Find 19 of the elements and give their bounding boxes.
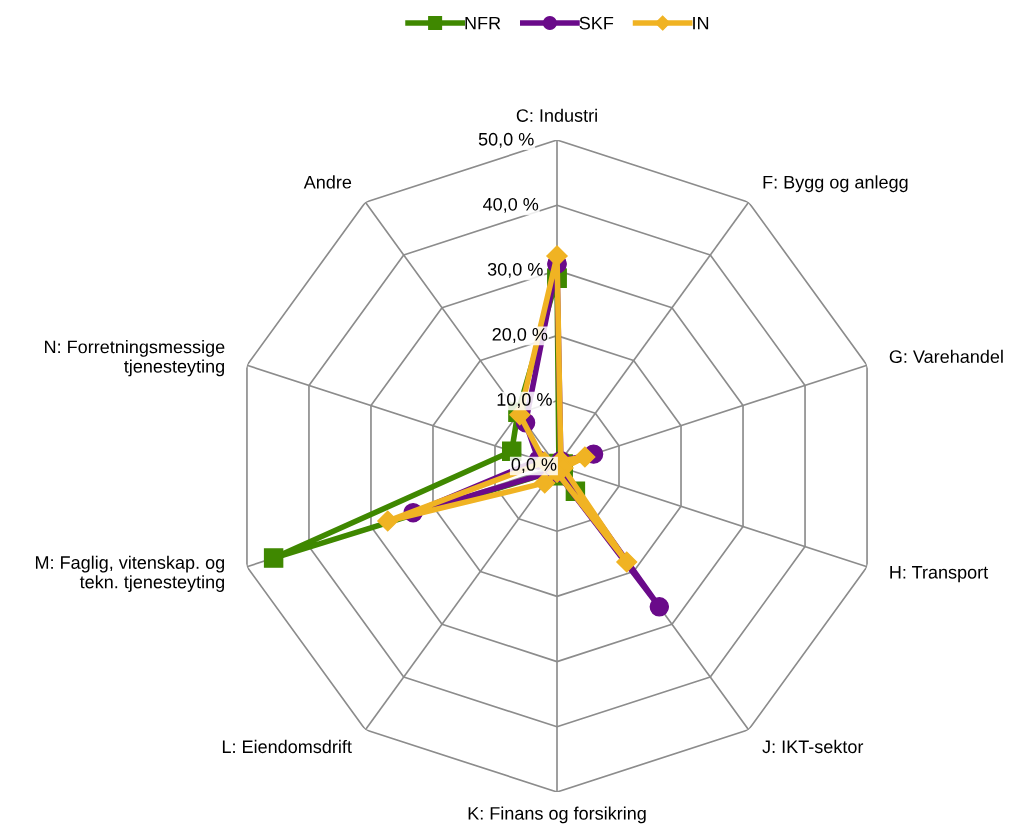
spoke-label: C: Industri	[516, 108, 597, 122]
y-tick-label: 40,0 %	[483, 197, 539, 213]
legend-label: SKF	[579, 16, 614, 30]
legend-label: IN	[693, 16, 709, 30]
y-tick-label: 30,0 %	[487, 262, 543, 278]
spoke-label: L: Eiendomsdrift	[222, 739, 352, 754]
spoke-label: F: Bygg og anlegg	[763, 175, 908, 193]
spoke-label: K: Finans og forsikring	[468, 806, 646, 824]
spoke-label: J: IKT-sektor	[762, 739, 864, 754]
spoke-label: N: Forretningsmessige tjenesteyting	[45, 340, 225, 377]
spoke-label: Andre	[303, 175, 352, 189]
y-tick-label: 0,0 %	[511, 458, 557, 473]
spoke-label: G: Varehandel	[889, 349, 1003, 364]
legend-label: NFR	[465, 16, 501, 30]
y-tick-label: 50,0 %	[478, 132, 534, 148]
y-tick-label: 20,0 %	[492, 327, 548, 343]
y-tick-label: 10,0 %	[497, 393, 552, 408]
spoke-label: H: Transport	[890, 566, 989, 583]
spoke-label: M: Faglig, vitenskap. og tekn. tjenesteyting	[35, 555, 225, 592]
